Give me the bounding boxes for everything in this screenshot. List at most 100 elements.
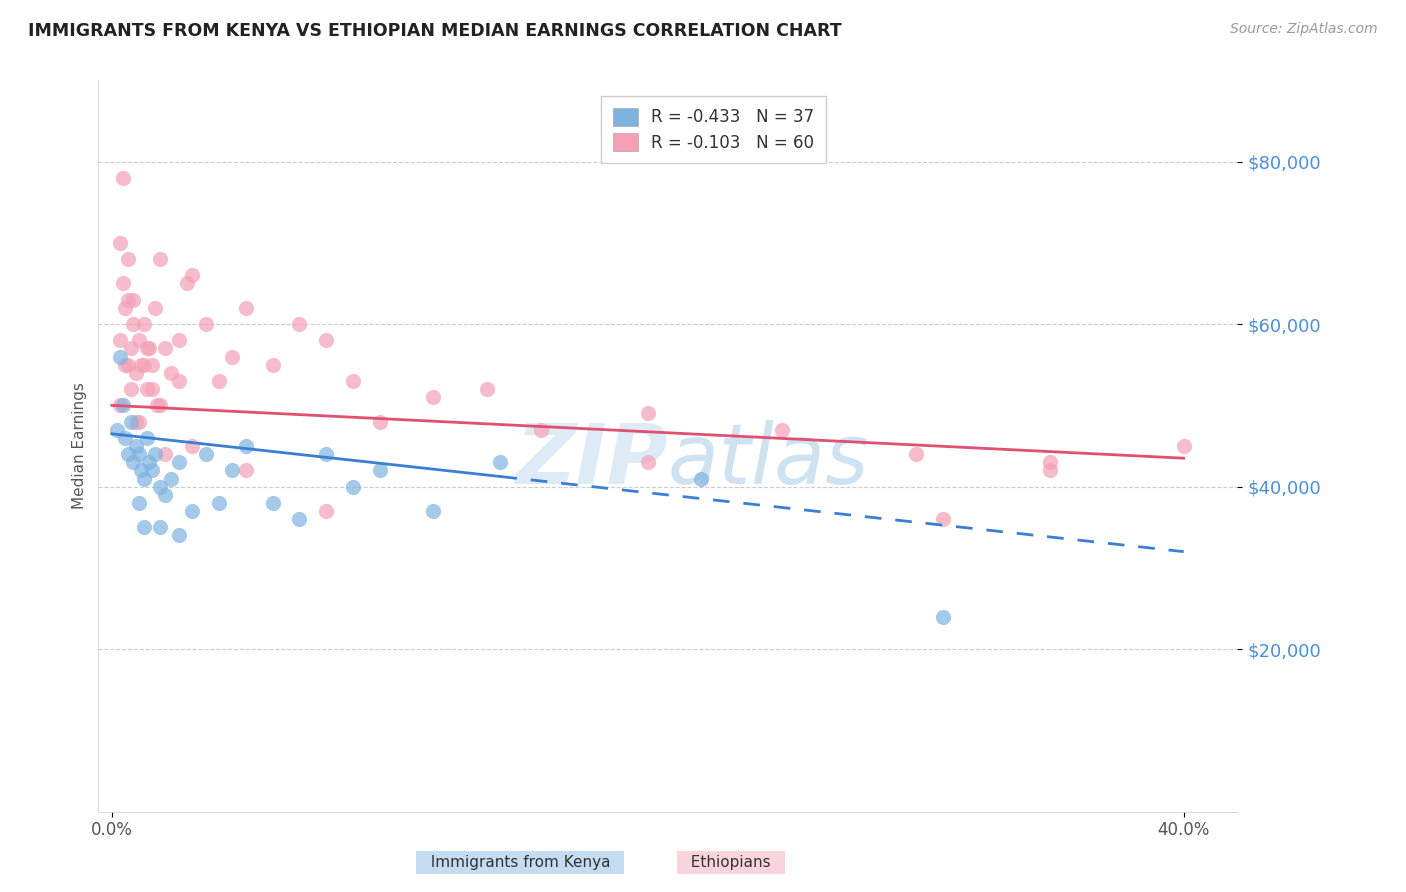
Point: [235, 463, 257, 477]
Point: [108, 334, 131, 348]
Point: [262, 496, 284, 510]
Point: [149, 252, 172, 266]
Text: ZIP: ZIP: [515, 420, 668, 501]
Point: [111, 170, 134, 185]
Point: [288, 512, 311, 526]
Point: [117, 358, 139, 372]
Point: [422, 504, 444, 518]
Point: [149, 480, 172, 494]
Point: [132, 317, 155, 331]
Point: [122, 455, 145, 469]
Point: [235, 301, 257, 315]
Point: [904, 447, 927, 461]
Point: [114, 431, 136, 445]
Point: [422, 390, 444, 404]
Point: [120, 415, 142, 429]
Point: [155, 488, 177, 502]
Point: [167, 374, 190, 388]
Point: [931, 512, 953, 526]
Point: [135, 382, 157, 396]
Point: [105, 423, 128, 437]
Point: [931, 609, 953, 624]
Point: [176, 277, 198, 291]
Point: [114, 358, 136, 372]
Point: [149, 520, 172, 534]
Point: [129, 463, 152, 477]
Point: [155, 447, 177, 461]
Point: [132, 520, 155, 534]
Point: [529, 423, 551, 437]
Point: [146, 398, 169, 412]
Legend: R = -0.433   N = 37, R = -0.103   N = 60: R = -0.433 N = 37, R = -0.103 N = 60: [600, 96, 825, 163]
Point: [125, 439, 148, 453]
Point: [135, 431, 157, 445]
Text: IMMIGRANTS FROM KENYA VS ETHIOPIAN MEDIAN EARNINGS CORRELATION CHART: IMMIGRANTS FROM KENYA VS ETHIOPIAN MEDIA…: [28, 22, 842, 40]
Point: [120, 382, 142, 396]
Point: [141, 382, 163, 396]
Point: [315, 334, 337, 348]
Point: [108, 398, 131, 412]
Point: [143, 447, 166, 461]
Point: [120, 342, 142, 356]
Point: [108, 235, 131, 250]
Point: [475, 382, 498, 396]
Point: [132, 471, 155, 485]
Point: [125, 415, 148, 429]
Point: [114, 301, 136, 315]
Point: [208, 496, 231, 510]
Point: [181, 504, 204, 518]
Point: [111, 398, 134, 412]
Point: [221, 463, 243, 477]
Text: Ethiopians: Ethiopians: [682, 855, 780, 870]
Point: [117, 252, 139, 266]
Point: [1039, 455, 1062, 469]
Point: [181, 439, 204, 453]
Point: [208, 374, 231, 388]
Point: [138, 455, 160, 469]
Point: [159, 471, 181, 485]
Point: [128, 334, 150, 348]
Point: [128, 447, 150, 461]
Point: [235, 439, 257, 453]
Point: [167, 528, 190, 542]
Point: [194, 317, 217, 331]
Point: [489, 455, 512, 469]
Point: [262, 358, 284, 372]
Point: [138, 342, 160, 356]
Point: [108, 350, 131, 364]
Point: [122, 293, 145, 307]
Point: [111, 277, 134, 291]
Point: [167, 455, 190, 469]
Point: [221, 350, 243, 364]
Point: [117, 447, 139, 461]
Point: [181, 268, 204, 283]
Point: [342, 480, 364, 494]
Point: [117, 293, 139, 307]
Point: [167, 334, 190, 348]
Point: [159, 366, 181, 380]
Text: Immigrants from Kenya: Immigrants from Kenya: [420, 855, 620, 870]
Point: [368, 415, 391, 429]
Point: [132, 358, 155, 372]
Point: [690, 471, 713, 485]
Point: [141, 358, 163, 372]
Point: [129, 358, 152, 372]
Text: atlas: atlas: [668, 420, 869, 501]
Point: [637, 455, 659, 469]
Point: [122, 317, 145, 331]
Point: [315, 504, 337, 518]
Point: [143, 301, 166, 315]
Point: [128, 496, 150, 510]
Point: [1173, 439, 1195, 453]
Point: [194, 447, 217, 461]
Point: [315, 447, 337, 461]
Point: [637, 407, 659, 421]
Point: [125, 366, 148, 380]
Point: [770, 423, 793, 437]
Point: [135, 342, 157, 356]
Point: [149, 398, 172, 412]
Y-axis label: Median Earnings: Median Earnings: [72, 383, 87, 509]
Point: [141, 463, 163, 477]
Point: [128, 415, 150, 429]
Point: [342, 374, 364, 388]
